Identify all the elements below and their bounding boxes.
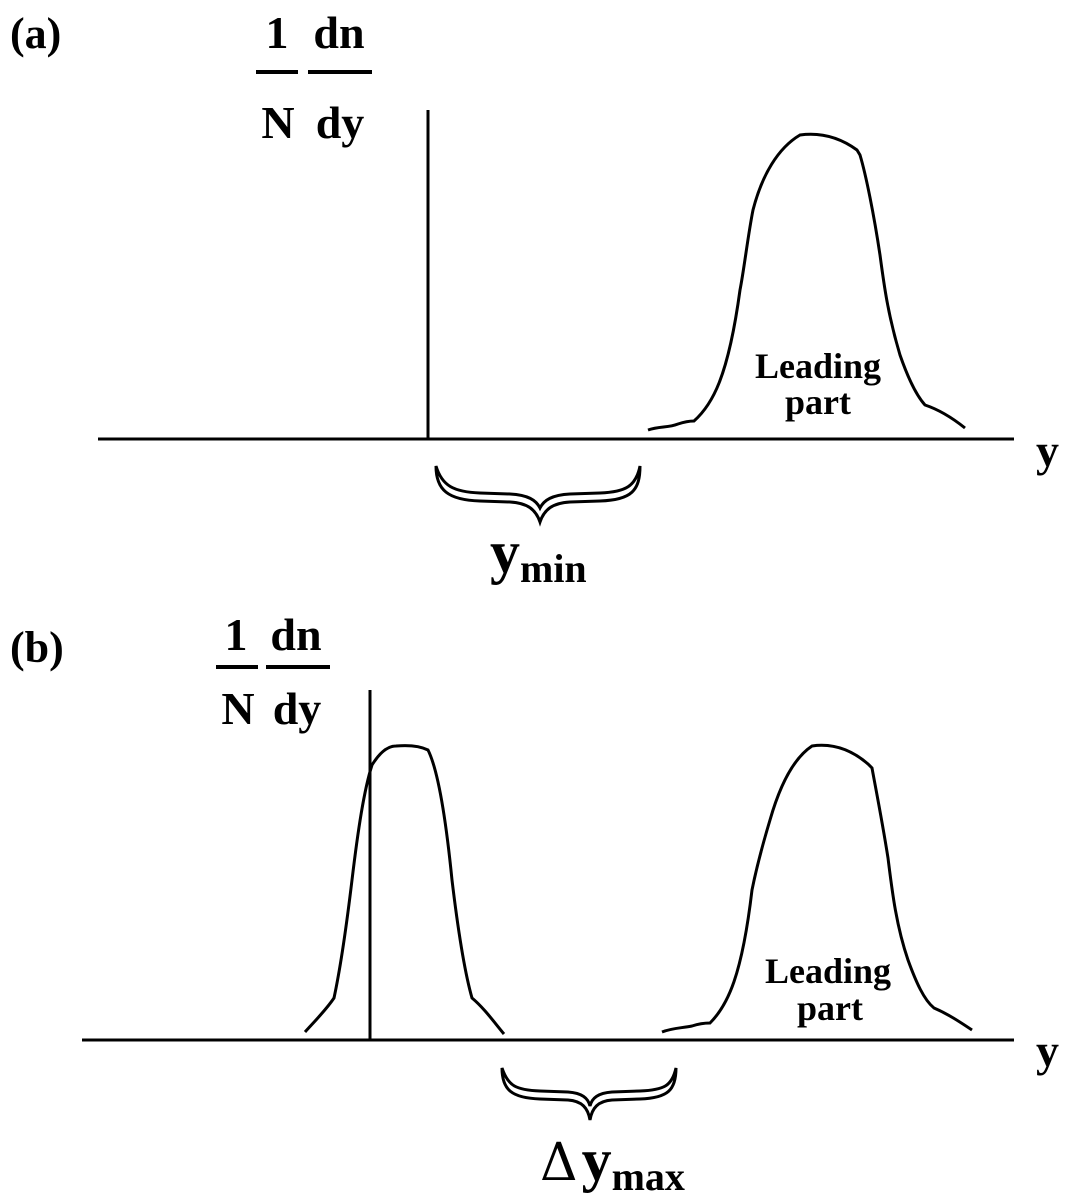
- panel-b-ylabel-n: N: [221, 683, 254, 734]
- panel-a-leading-peak-curve: [647, 132, 966, 432]
- panel-a-x-axis-label: y: [1036, 425, 1059, 476]
- panel-a-peak-label-line1: Leading: [755, 346, 881, 386]
- panel-b-central-peak-curve: [303, 744, 506, 1035]
- panel-b-label: (b): [10, 623, 64, 672]
- panel-b-gap-label-main: y: [582, 1127, 612, 1193]
- panel-b-x-axis-label: y: [1036, 1025, 1059, 1076]
- panel-b-peak-label-line2: part: [797, 988, 863, 1028]
- panel-b-gap-label-sub: max: [612, 1154, 685, 1199]
- panel-a-gap-label: ymin: [490, 519, 587, 591]
- panel-a-gap-label-main: y: [490, 519, 520, 585]
- panel-a-ylabel-dn: dn: [313, 7, 364, 58]
- panel-a-gap-brace: [434, 465, 642, 527]
- panel-b-ylabel-dn: dn: [270, 609, 321, 660]
- panel-a-label: (a): [10, 9, 61, 58]
- panel-a-ylabel-n: N: [261, 97, 294, 148]
- panel-a-ylabel-dy: dy: [316, 97, 365, 148]
- panel-a-ylabel-one: 1: [266, 7, 289, 58]
- panel-b: (b) 1 N dn dy y Leading part Δymax: [10, 609, 1059, 1199]
- panel-a: (a) 1 N dn dy y Leading part ymin: [10, 7, 1059, 591]
- panel-a-peak-label-line2: part: [785, 382, 851, 422]
- panel-b-ylabel-one: 1: [225, 609, 248, 660]
- panel-b-gap-brace: [500, 1067, 678, 1121]
- panel-b-gap-label: Δymax: [540, 1127, 685, 1199]
- panel-b-gap-label-delta: Δ: [540, 1133, 578, 1193]
- panel-b-ylabel-dy: dy: [273, 683, 322, 734]
- panel-b-peak-label-line1: Leading: [765, 951, 891, 991]
- panel-a-gap-label-sub: min: [520, 546, 587, 591]
- panel-b-leading-peak-curve: [661, 743, 973, 1034]
